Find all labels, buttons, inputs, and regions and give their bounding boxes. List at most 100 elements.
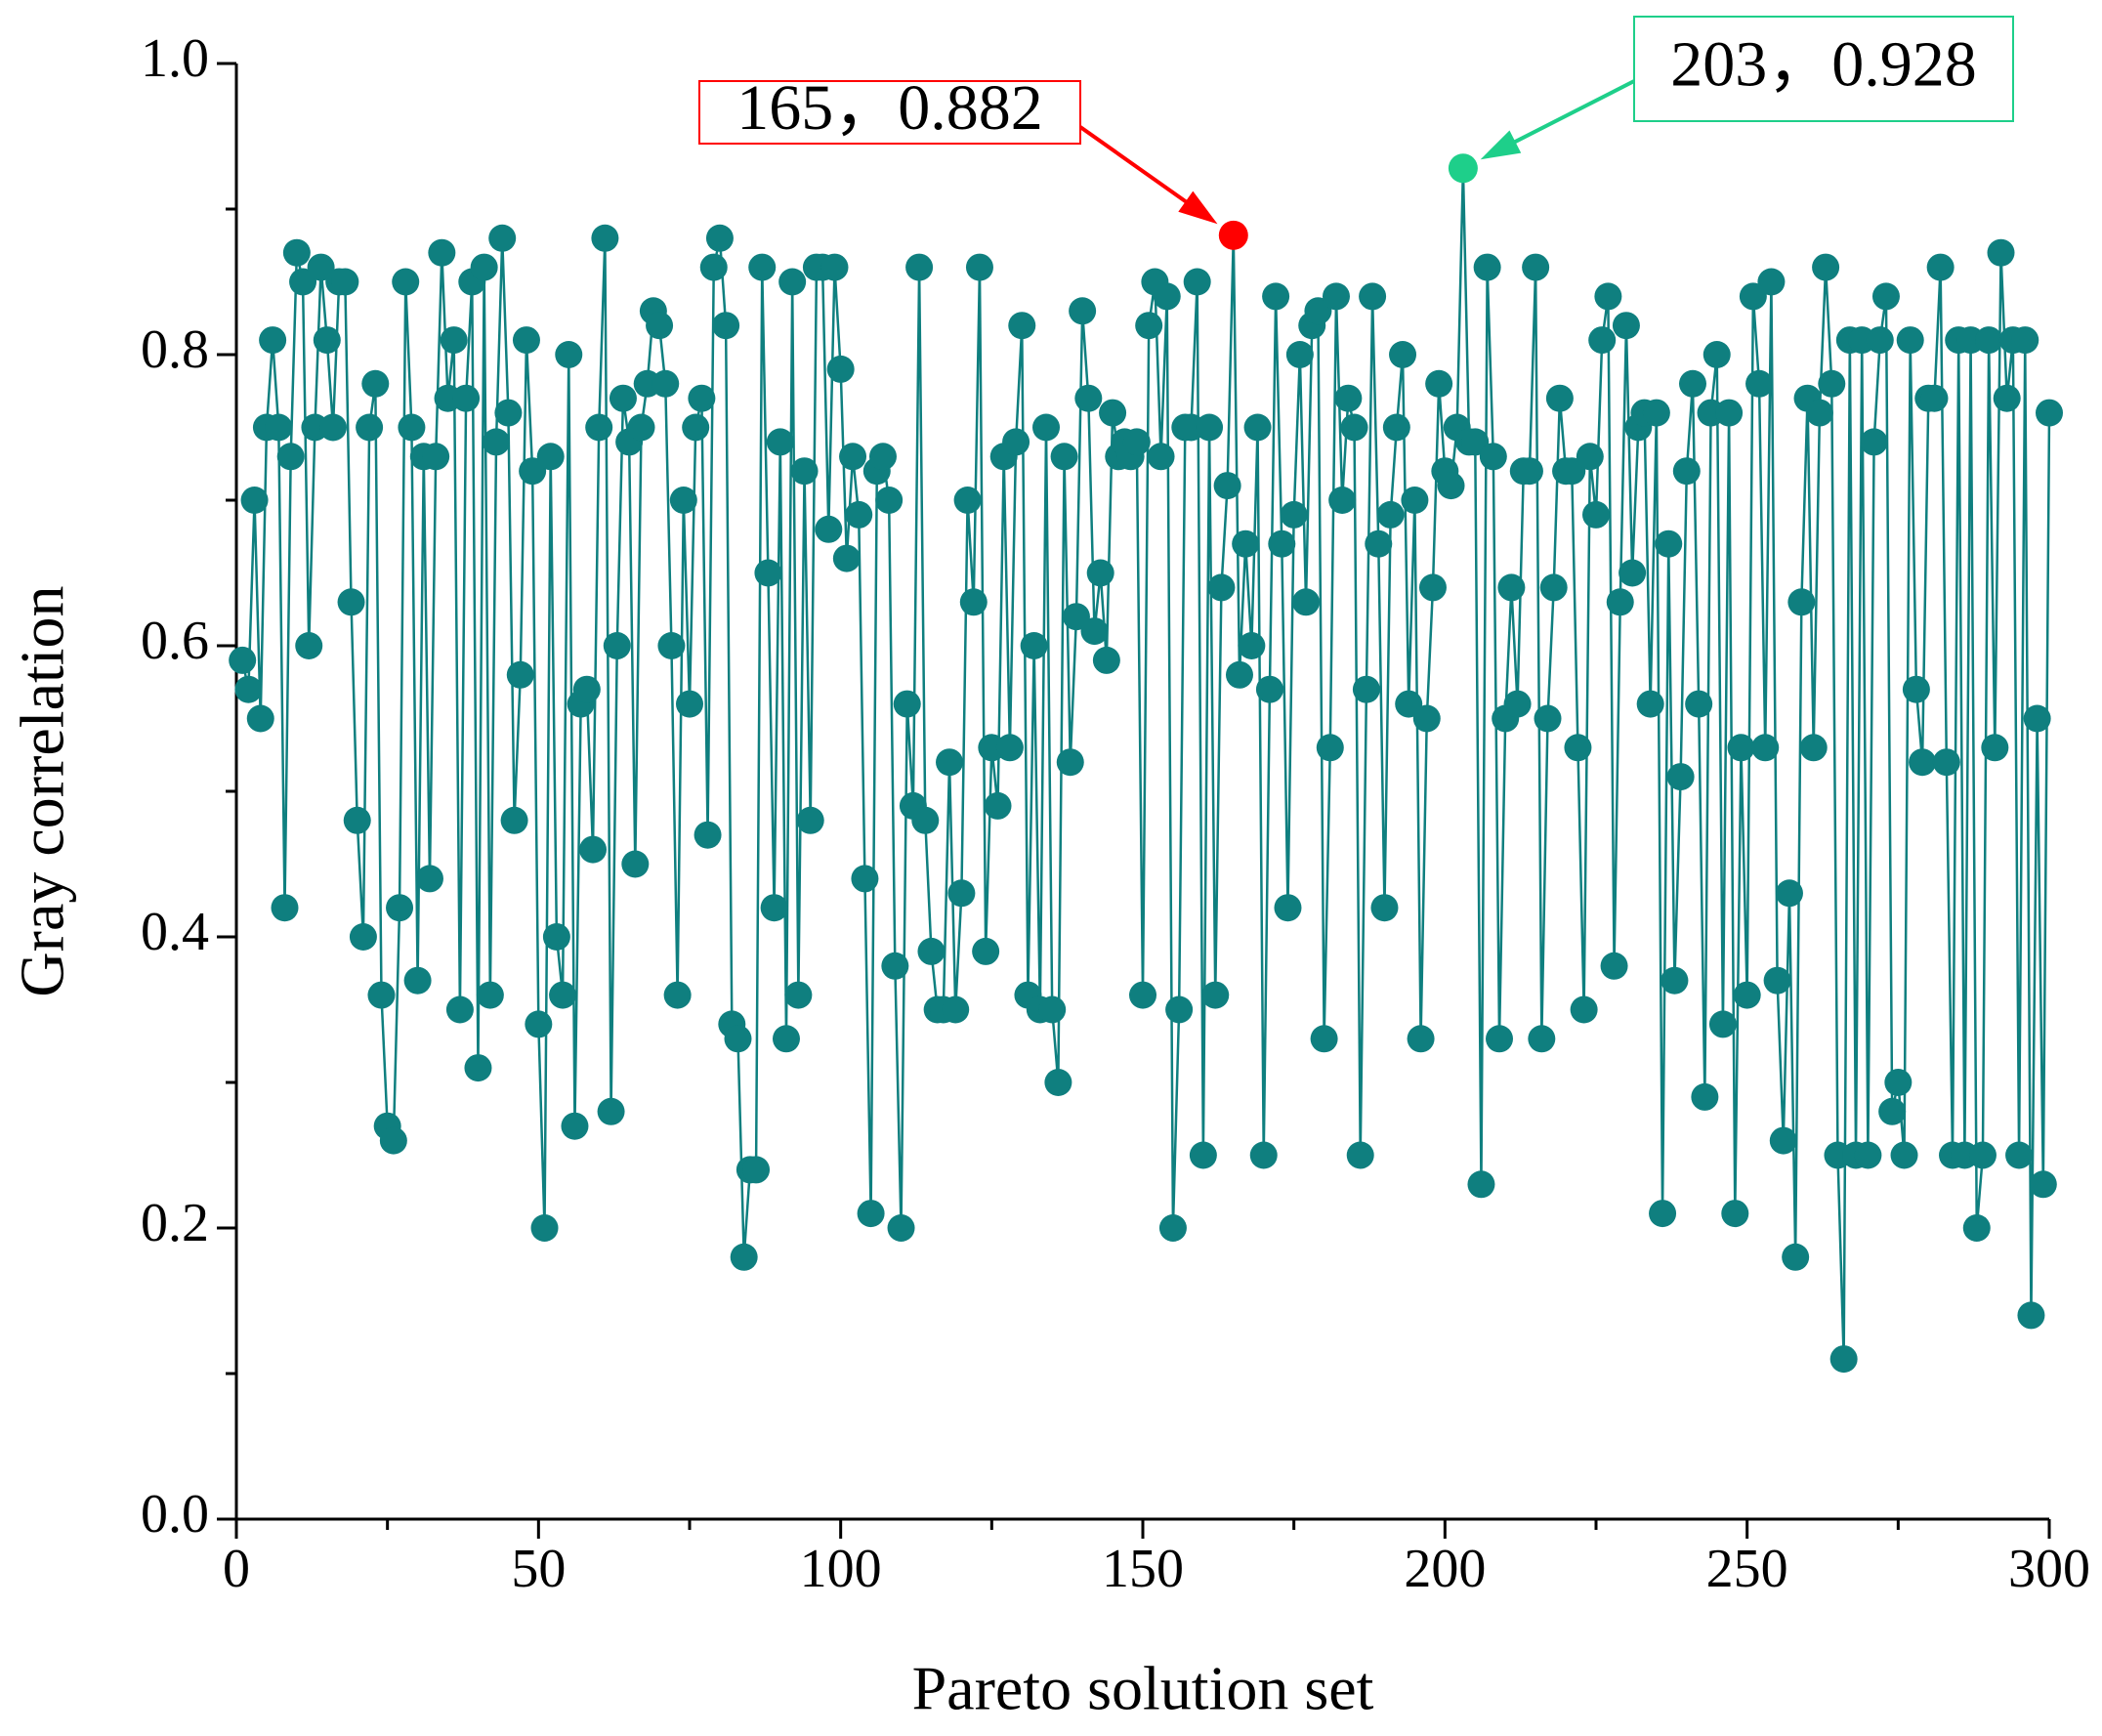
point bbox=[1968, 1141, 1997, 1169]
point bbox=[857, 1200, 885, 1228]
point bbox=[536, 443, 565, 471]
arrow-head bbox=[1178, 191, 1218, 225]
point bbox=[240, 487, 269, 514]
point bbox=[1528, 1025, 1556, 1053]
point bbox=[1135, 312, 1163, 340]
point bbox=[663, 981, 692, 1009]
point bbox=[1153, 282, 1181, 311]
point bbox=[1993, 384, 2021, 412]
point bbox=[1292, 588, 1321, 616]
x-tick-label: 300 bbox=[2008, 1539, 2090, 1599]
point bbox=[754, 559, 782, 587]
point bbox=[1262, 282, 1290, 311]
point bbox=[972, 937, 1000, 965]
point bbox=[652, 369, 680, 398]
x-tick-label: 250 bbox=[1706, 1539, 1788, 1599]
point bbox=[1962, 1214, 1991, 1242]
point bbox=[694, 821, 722, 849]
point bbox=[1418, 573, 1447, 602]
point bbox=[361, 369, 390, 398]
point bbox=[1860, 428, 1888, 456]
point bbox=[597, 1097, 625, 1125]
point bbox=[881, 952, 909, 980]
highlight-point bbox=[1448, 153, 1478, 184]
point bbox=[1437, 472, 1465, 500]
point bbox=[1975, 326, 2003, 355]
point bbox=[1389, 341, 1417, 368]
arrow-head bbox=[1480, 130, 1522, 160]
point bbox=[1685, 690, 1713, 718]
highlight-point bbox=[1218, 220, 1248, 250]
point bbox=[1691, 1082, 1719, 1111]
point bbox=[784, 981, 813, 1009]
point bbox=[942, 995, 970, 1024]
point bbox=[688, 384, 716, 412]
point bbox=[1763, 966, 1791, 995]
point bbox=[1365, 529, 1393, 558]
point bbox=[1328, 487, 1357, 514]
point bbox=[1062, 603, 1090, 631]
point bbox=[748, 253, 777, 281]
point bbox=[1008, 312, 1036, 340]
point bbox=[1655, 529, 1683, 558]
point bbox=[549, 981, 577, 1009]
point bbox=[760, 894, 788, 922]
point bbox=[470, 253, 498, 281]
point bbox=[1074, 384, 1103, 412]
point bbox=[313, 326, 341, 355]
point bbox=[911, 806, 940, 834]
x-tick-label: 100 bbox=[800, 1539, 882, 1599]
point bbox=[506, 660, 534, 689]
point bbox=[1165, 995, 1194, 1024]
point bbox=[1352, 675, 1380, 703]
point bbox=[772, 1025, 800, 1053]
annotation-arrow bbox=[1505, 79, 1635, 148]
point bbox=[712, 312, 740, 340]
point bbox=[832, 544, 861, 572]
point bbox=[1576, 443, 1604, 471]
point bbox=[259, 326, 287, 355]
point bbox=[1619, 559, 1647, 587]
point bbox=[1334, 384, 1363, 412]
point bbox=[1340, 413, 1368, 442]
point bbox=[1642, 399, 1670, 427]
point bbox=[331, 268, 359, 296]
point bbox=[1486, 1025, 1514, 1053]
point bbox=[2023, 704, 2051, 733]
point bbox=[1467, 1170, 1495, 1199]
point bbox=[349, 923, 377, 951]
point bbox=[585, 413, 613, 442]
point bbox=[1751, 734, 1780, 762]
point bbox=[1727, 734, 1755, 762]
point bbox=[984, 791, 1012, 820]
point bbox=[1715, 399, 1744, 427]
point bbox=[646, 312, 674, 340]
point bbox=[2036, 399, 2063, 427]
point bbox=[1721, 1200, 1749, 1228]
point bbox=[307, 253, 335, 281]
point bbox=[851, 865, 879, 893]
point bbox=[1878, 1097, 1907, 1125]
point bbox=[1038, 995, 1067, 1024]
point bbox=[246, 704, 274, 733]
point bbox=[1534, 704, 1562, 733]
point bbox=[603, 632, 631, 659]
point bbox=[1769, 1126, 1797, 1155]
point bbox=[392, 268, 420, 296]
point bbox=[621, 850, 650, 878]
point bbox=[1322, 282, 1350, 311]
point bbox=[337, 588, 365, 616]
point bbox=[1020, 632, 1048, 659]
point bbox=[1479, 443, 1507, 471]
point bbox=[1316, 734, 1344, 762]
y-axis-title: Gray correlation bbox=[8, 585, 77, 996]
point bbox=[1092, 646, 1120, 674]
point bbox=[1189, 1141, 1217, 1169]
point bbox=[1890, 1141, 1918, 1169]
point bbox=[1678, 369, 1706, 398]
y-tick-label: 0.0 bbox=[141, 1484, 209, 1545]
point bbox=[839, 443, 867, 471]
point bbox=[591, 224, 619, 252]
point bbox=[826, 355, 855, 383]
point bbox=[1666, 763, 1695, 791]
